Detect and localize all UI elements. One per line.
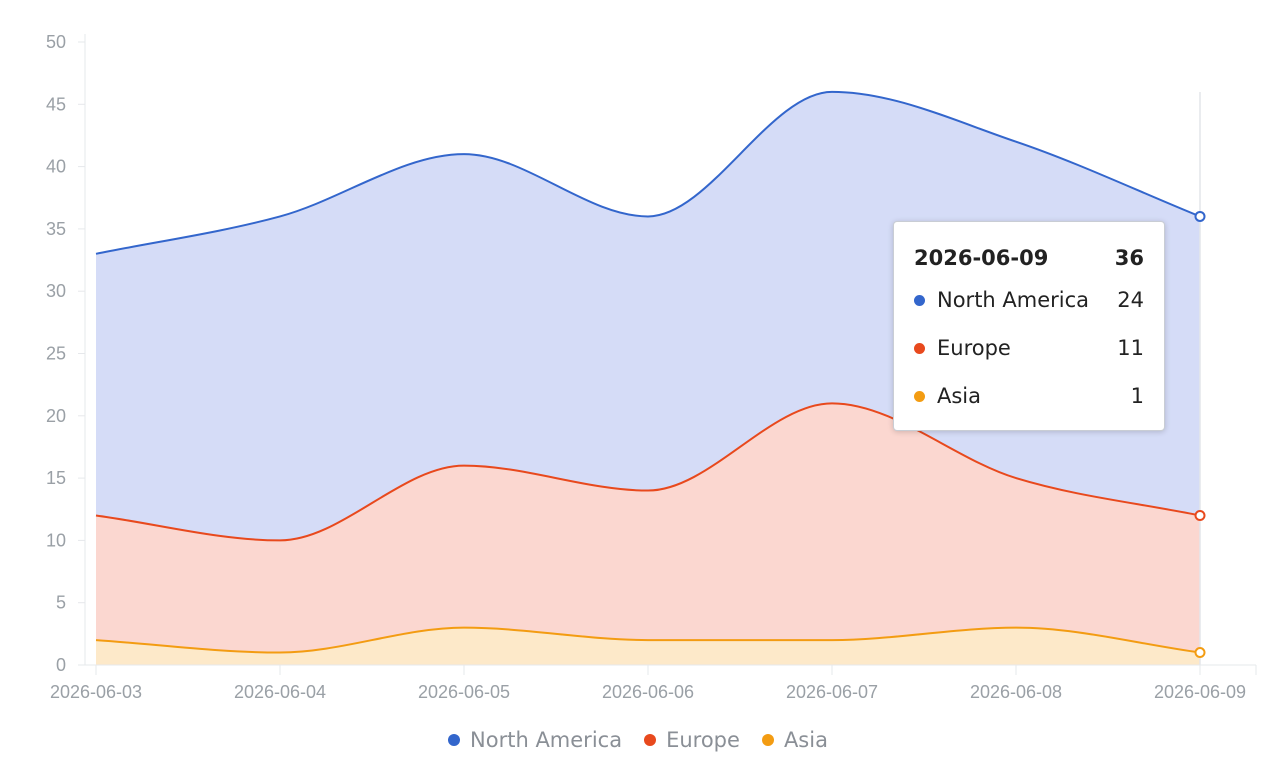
y-tick-label: 5 bbox=[56, 593, 66, 613]
tooltip-dot bbox=[914, 390, 925, 402]
x-tick-label: 2026-06-05 bbox=[418, 682, 510, 702]
tooltip: 2026-06-09 36 North America 24 Europe 11… bbox=[893, 221, 1165, 431]
y-tick-label: 15 bbox=[46, 468, 66, 488]
legend-dot bbox=[761, 734, 774, 746]
tooltip-series-name: Europe bbox=[937, 336, 1011, 360]
tooltip-series-value: 24 bbox=[1117, 288, 1144, 312]
tooltip-series-name: Asia bbox=[937, 384, 982, 408]
tooltip-row-asia: Asia 1 bbox=[914, 372, 1144, 420]
tooltip-title: 2026-06-09 bbox=[914, 246, 1049, 270]
tooltip-total: 36 bbox=[1114, 246, 1144, 270]
x-tick-label: 2026-06-03 bbox=[50, 682, 142, 702]
y-tick-label: 0 bbox=[56, 655, 66, 675]
point-asia bbox=[1194, 647, 1206, 659]
y-tick-label: 50 bbox=[46, 32, 66, 52]
y-tick-label: 25 bbox=[46, 344, 66, 364]
area-asia bbox=[96, 627, 1200, 665]
tooltip-series-value: 11 bbox=[1117, 336, 1144, 360]
y-tick-label: 45 bbox=[46, 94, 66, 114]
point-europe bbox=[1194, 509, 1206, 521]
x-tick-label: 2026-06-08 bbox=[970, 682, 1062, 702]
line-europe bbox=[95, 402, 1201, 542]
area-europe bbox=[96, 403, 1200, 665]
y-tick-label: 20 bbox=[46, 406, 66, 426]
y-tick-label: 30 bbox=[46, 281, 66, 301]
line-layer bbox=[95, 90, 1201, 654]
tooltip-dot bbox=[914, 342, 925, 354]
tooltip-row-europe: Europe 11 bbox=[914, 324, 1144, 372]
highlight-points bbox=[1194, 210, 1206, 659]
y-axis: 0 5 10 15 20 25 30 35 40 45 50 bbox=[46, 32, 86, 675]
tooltip-series-value: 1 bbox=[1130, 384, 1144, 408]
x-tick-label: 2026-06-07 bbox=[786, 682, 878, 702]
line-north-america bbox=[95, 90, 1201, 255]
x-tick-label: 2026-06-06 bbox=[602, 682, 694, 702]
tooltip-row-north-america: North America 24 bbox=[914, 276, 1144, 324]
y-tick-label: 40 bbox=[46, 157, 66, 177]
legend-label: Asia bbox=[783, 728, 828, 752]
legend-item-europe[interactable]: Europe bbox=[644, 728, 740, 752]
legend-item-north-america[interactable]: North America bbox=[448, 728, 622, 752]
tooltip-header: 2026-06-09 36 bbox=[914, 240, 1144, 276]
legend-dot bbox=[644, 734, 657, 746]
legend-label: Europe bbox=[666, 728, 740, 752]
x-tick-label: 2026-06-04 bbox=[234, 682, 326, 702]
y-tick-label: 10 bbox=[46, 530, 66, 550]
legend-dot bbox=[448, 734, 461, 746]
x-tick-label: 2026-06-09 bbox=[1154, 682, 1246, 702]
legend-item-asia[interactable]: Asia bbox=[761, 728, 828, 752]
x-axis: 2026-06-03 2026-06-04 2026-06-05 2026-06-06… bbox=[50, 664, 1257, 702]
tooltip-dot bbox=[914, 294, 925, 306]
point-north-america bbox=[1194, 210, 1206, 222]
line-asia bbox=[95, 626, 1201, 654]
tooltip-series-name: North America bbox=[937, 288, 1090, 312]
legend: North America Europe Asia bbox=[0, 728, 1276, 752]
legend-label: North America bbox=[470, 728, 623, 752]
y-tick-label: 35 bbox=[46, 219, 66, 239]
